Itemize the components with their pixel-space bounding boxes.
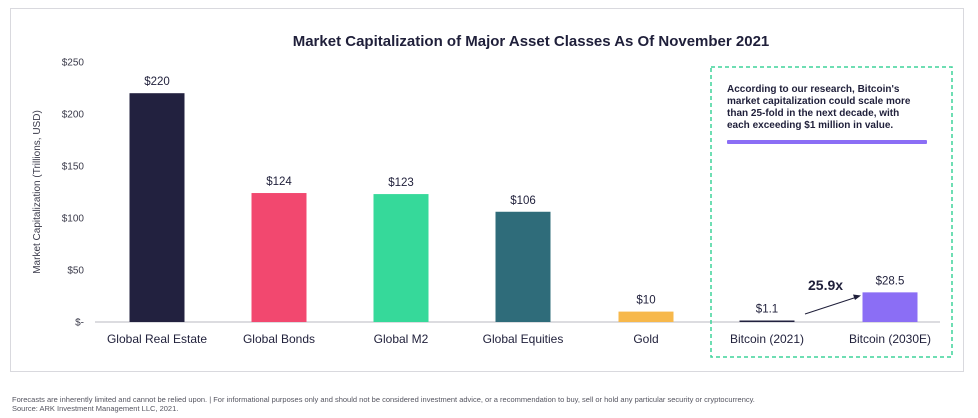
annotation-note-line: According to our research, Bitcoin's — [727, 84, 900, 95]
bar-value-label: $220 — [144, 76, 170, 88]
category-label: Global Real Estate — [107, 332, 207, 346]
bar — [251, 193, 307, 322]
bar — [618, 311, 674, 322]
bar — [739, 320, 795, 322]
category-label: Global Equities — [483, 332, 564, 346]
growth-arrow-head — [853, 294, 861, 300]
chart-title: Market Capitalization of Major Asset Cla… — [293, 33, 770, 50]
category-label: Bitcoin (2021) — [730, 332, 804, 346]
y-axis-ticks: $- $50 $100 $150 $200 $250 — [62, 58, 85, 329]
multiplier-label: 25.9x — [808, 277, 843, 293]
category-label: Global Bonds — [243, 332, 315, 346]
y-tick-label: $100 — [62, 214, 85, 225]
bar — [373, 194, 429, 322]
annotation-note-line: than 25-fold in the next decade, with — [727, 108, 899, 119]
bar-chart: Market Capitalization of Major Asset Cla… — [32, 33, 953, 358]
disclaimer-text: Forecasts are inherently limited and can… — [12, 395, 755, 404]
annotation-box — [710, 66, 953, 358]
bar-value-label: $1.1 — [756, 304, 778, 316]
annotation-highlight-bar — [727, 140, 927, 144]
annotation-note-line: market capitalization could scale more — [727, 96, 911, 107]
category-label: Global M2 — [374, 332, 429, 346]
bar-value-label: $124 — [266, 176, 292, 188]
y-tick-label: $200 — [62, 110, 85, 121]
source-text: Source: ARK Investment Management LLC, 2… — [12, 404, 179, 413]
bitcoin-annotation: According to our research, Bitcoin'smark… — [710, 66, 953, 358]
category-label: Gold — [633, 332, 658, 346]
bars: $220 Global Real Estate $124 Global Bonds $1… — [107, 76, 931, 346]
y-tick-label: $150 — [62, 162, 85, 173]
y-tick-label: $- — [75, 318, 84, 329]
y-tick-label: $50 — [67, 266, 84, 277]
bar — [862, 292, 918, 322]
growth-arrow-line — [804, 296, 858, 315]
y-tick-label: $250 — [62, 58, 85, 69]
category-label: Bitcoin (2030E) — [849, 332, 931, 346]
annotation-note-line: each exceeding $1 million in value. — [727, 120, 893, 131]
y-axis-label: Market Capitalization (Trillions, USD) — [32, 110, 43, 274]
bar-value-label: $123 — [388, 177, 414, 189]
bar-value-label: $10 — [636, 295, 655, 307]
bar — [129, 93, 185, 322]
bar — [495, 211, 551, 322]
bar-value-label: $106 — [510, 195, 536, 207]
bar-value-label: $28.5 — [876, 275, 905, 287]
footer: Forecasts are inherently limited and can… — [12, 395, 962, 413]
